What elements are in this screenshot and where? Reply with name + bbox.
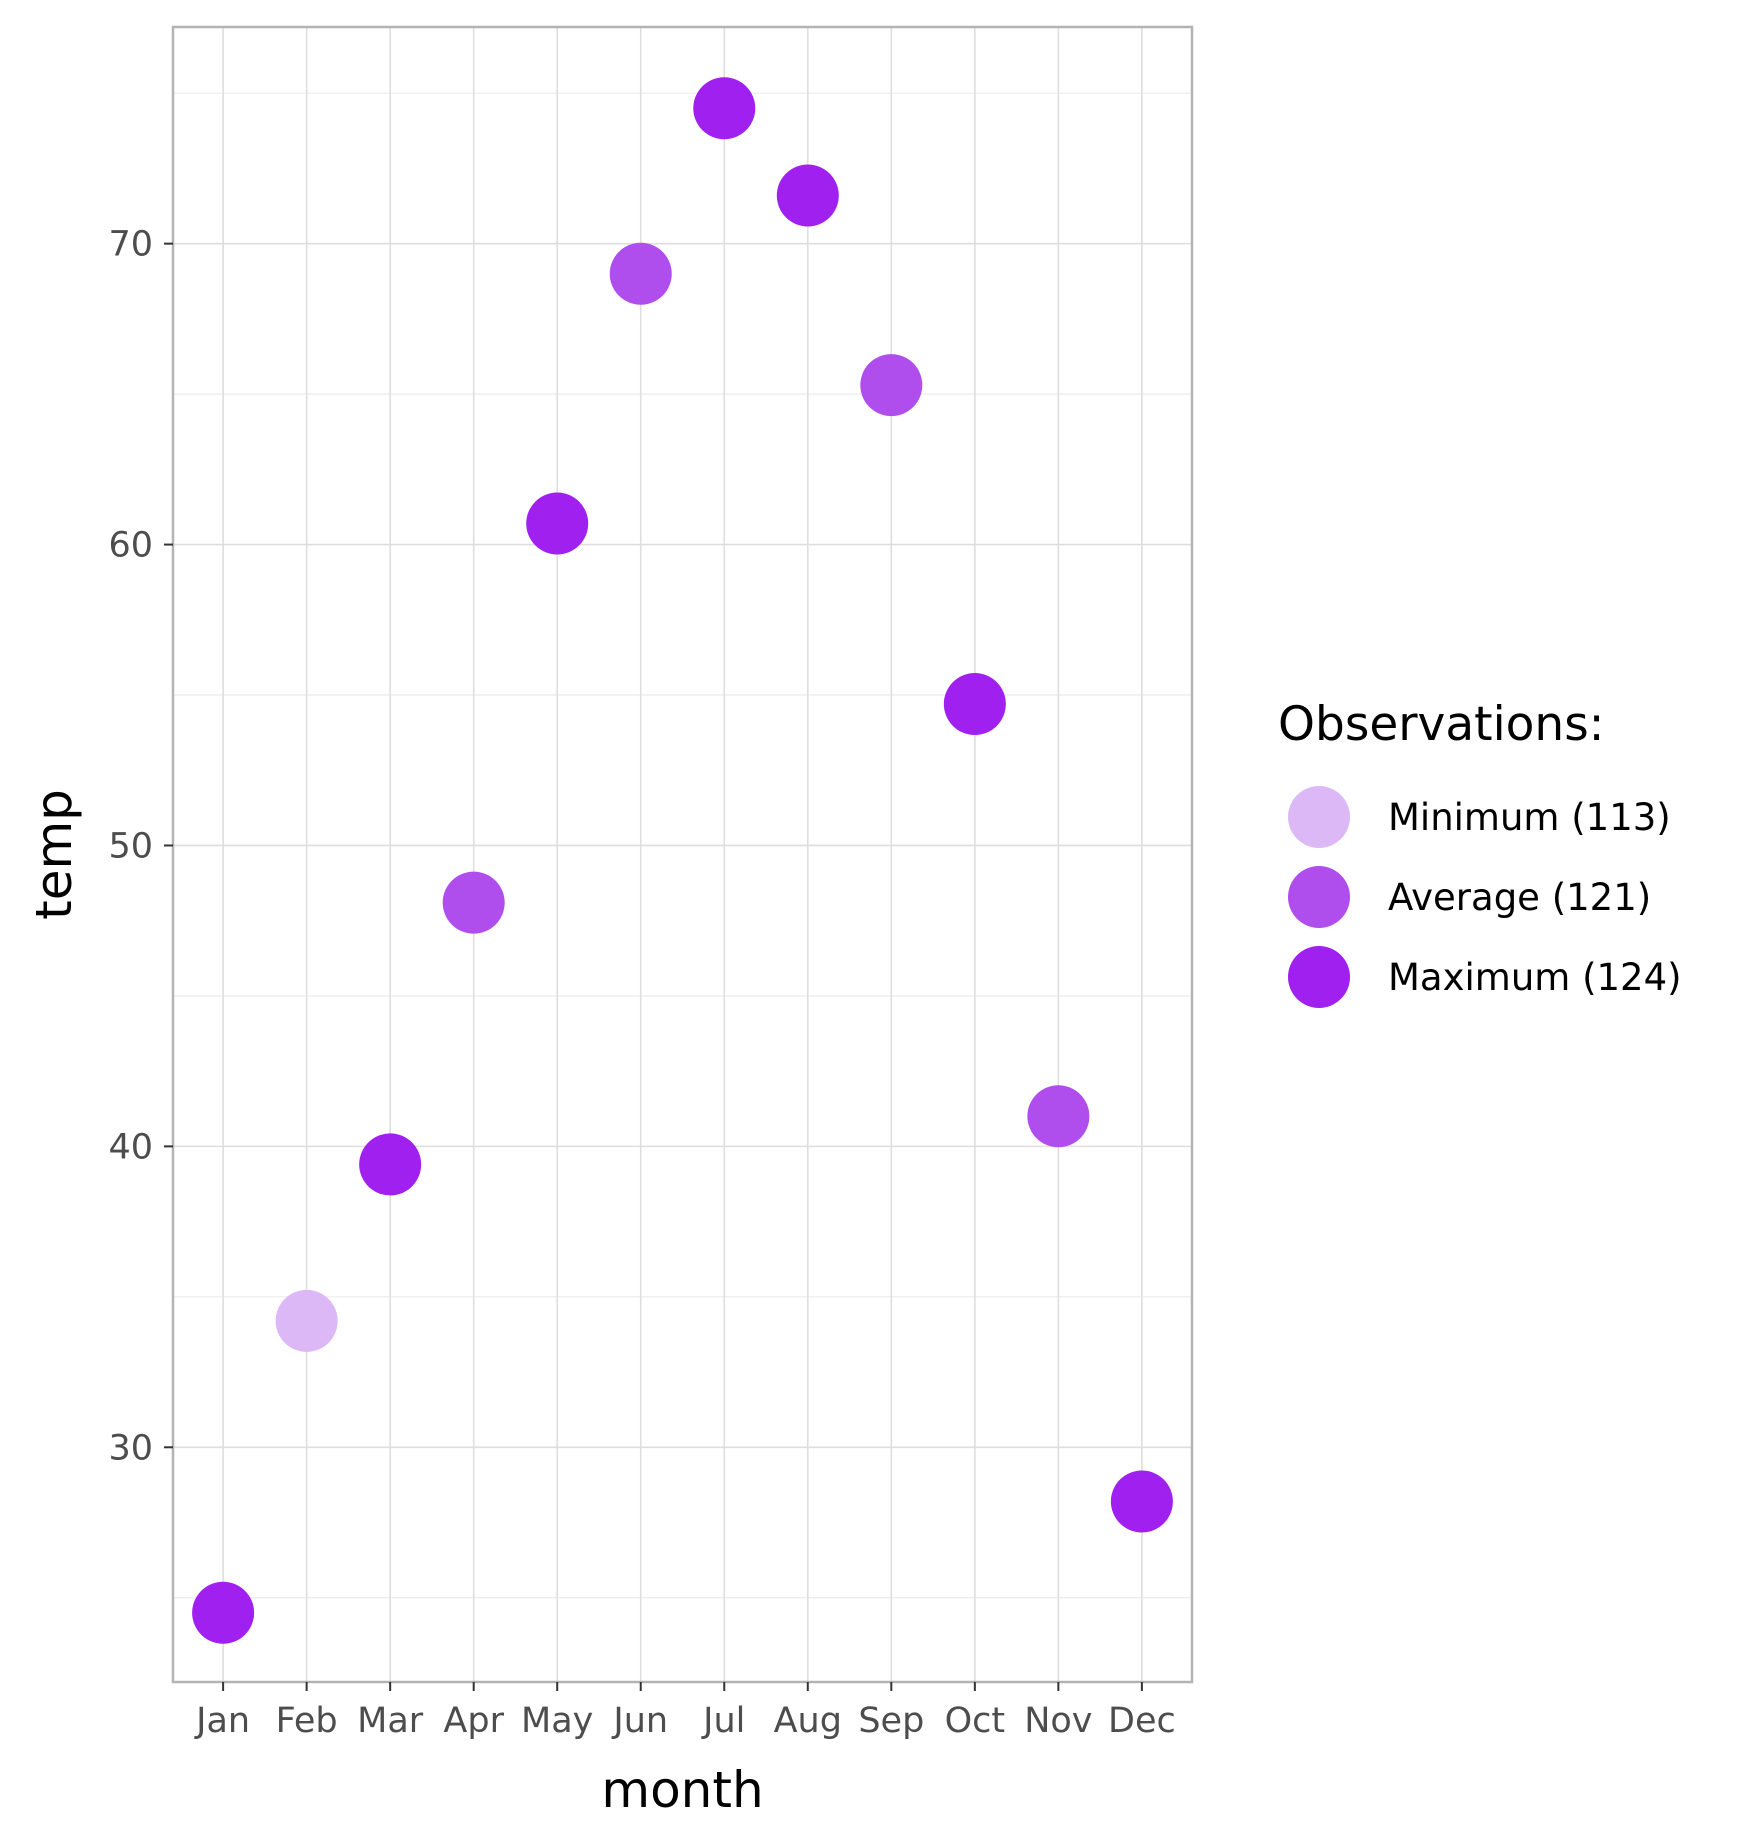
data-points <box>192 77 1173 1644</box>
grid-major <box>173 27 1192 1682</box>
legend-key <box>1288 786 1350 848</box>
data-point <box>275 1289 338 1352</box>
y-axis: 30 40 50 60 70 <box>108 225 173 1468</box>
data-point <box>609 242 672 305</box>
legend-label: Average (121) <box>1388 876 1651 919</box>
x-tick-label: Sep <box>858 1701 924 1741</box>
data-point <box>442 871 505 934</box>
legend-key <box>1288 946 1350 1008</box>
x-tick-label: Feb <box>276 1701 338 1741</box>
x-tick-label: Dec <box>1108 1701 1176 1741</box>
data-point <box>1027 1085 1090 1148</box>
x-tick-label: Aug <box>774 1701 842 1741</box>
x-tick-label: Jan <box>194 1701 250 1741</box>
y-tick-label: 60 <box>108 526 153 566</box>
x-tick-label: Apr <box>443 1701 504 1741</box>
x-axis-title: month <box>601 1761 763 1819</box>
x-tick-label: Oct <box>945 1701 1006 1741</box>
x-tick-label: Mar <box>357 1701 424 1741</box>
x-tick-label: Nov <box>1024 1701 1092 1741</box>
data-point <box>776 164 839 227</box>
y-tick-label: 30 <box>108 1428 153 1468</box>
y-axis-title: temp <box>25 789 83 920</box>
data-point <box>860 354 923 417</box>
data-point <box>526 492 589 555</box>
x-axis: Jan Feb Mar Apr May Jun Jul Aug Sep Oct Nov Dec <box>194 1682 1176 1741</box>
legend-label: Maximum (124) <box>1388 956 1682 999</box>
y-tick-label: 70 <box>108 225 153 265</box>
legend: Observations: Minimum (113) Average (121)… <box>1278 697 1682 1008</box>
y-tick-label: 50 <box>108 826 153 866</box>
legend-title: Observations: <box>1278 697 1605 752</box>
data-point <box>359 1133 422 1196</box>
data-point <box>943 673 1006 736</box>
x-tick-label: May <box>521 1701 593 1741</box>
data-point <box>693 77 756 140</box>
grid-minor <box>173 92 1192 1599</box>
legend-label: Minimum (113) <box>1388 796 1671 839</box>
x-tick-label: Jul <box>701 1701 745 1741</box>
x-tick-label: Jun <box>611 1701 668 1741</box>
y-tick-label: 40 <box>108 1127 153 1167</box>
legend-key <box>1288 866 1350 928</box>
data-point <box>1110 1470 1173 1533</box>
panel-border <box>171 25 1194 1684</box>
data-point <box>192 1581 255 1644</box>
